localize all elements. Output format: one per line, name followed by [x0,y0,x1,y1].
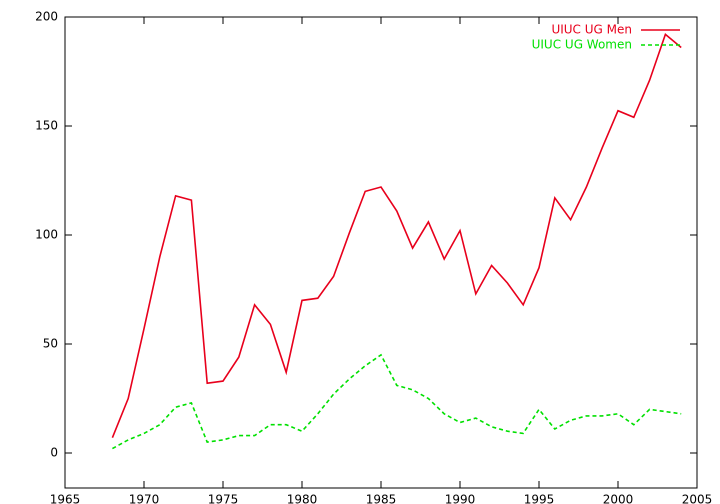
x-tick-label: 1995 [524,493,555,504]
plot-frame [64,16,698,489]
legend-label-uiuc-ug-men: UIUC UG Men [551,23,632,37]
y-tick-label: 0 [50,446,58,460]
x-tick-label: 1990 [445,493,476,504]
x-tick-label: 1970 [129,493,160,504]
x-tick-label: 1965 [50,493,81,504]
x-tick-label: 1980 [287,493,318,504]
series-line-uiuc-ug-women [112,353,682,450]
x-tick-label: 2005 [682,493,713,504]
series-line-uiuc-ug-men [111,33,682,438]
x-tick-label: 2000 [603,493,634,504]
y-tick-label: 100 [35,228,58,242]
series-layer [111,33,682,450]
y-tick-label: 150 [35,119,58,133]
x-tick-label: 1975 [208,493,239,504]
x-tick-label: 1985 [366,493,397,504]
axes: 1965 1970 1975 1980 1985 1990 1995 2000 2005 0 50 1… [35,10,712,504]
y-tick-label: 50 [43,337,58,351]
legend-label-uiuc-ug-women: UIUC UG Women [532,38,632,52]
y-tick-label: 200 [35,10,58,24]
